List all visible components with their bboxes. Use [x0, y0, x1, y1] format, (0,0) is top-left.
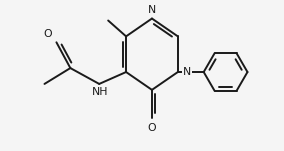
Text: NH: NH — [92, 87, 108, 97]
Text: N: N — [148, 5, 156, 14]
Text: O: O — [44, 29, 53, 39]
Text: O: O — [148, 123, 156, 133]
Text: N: N — [183, 67, 191, 77]
